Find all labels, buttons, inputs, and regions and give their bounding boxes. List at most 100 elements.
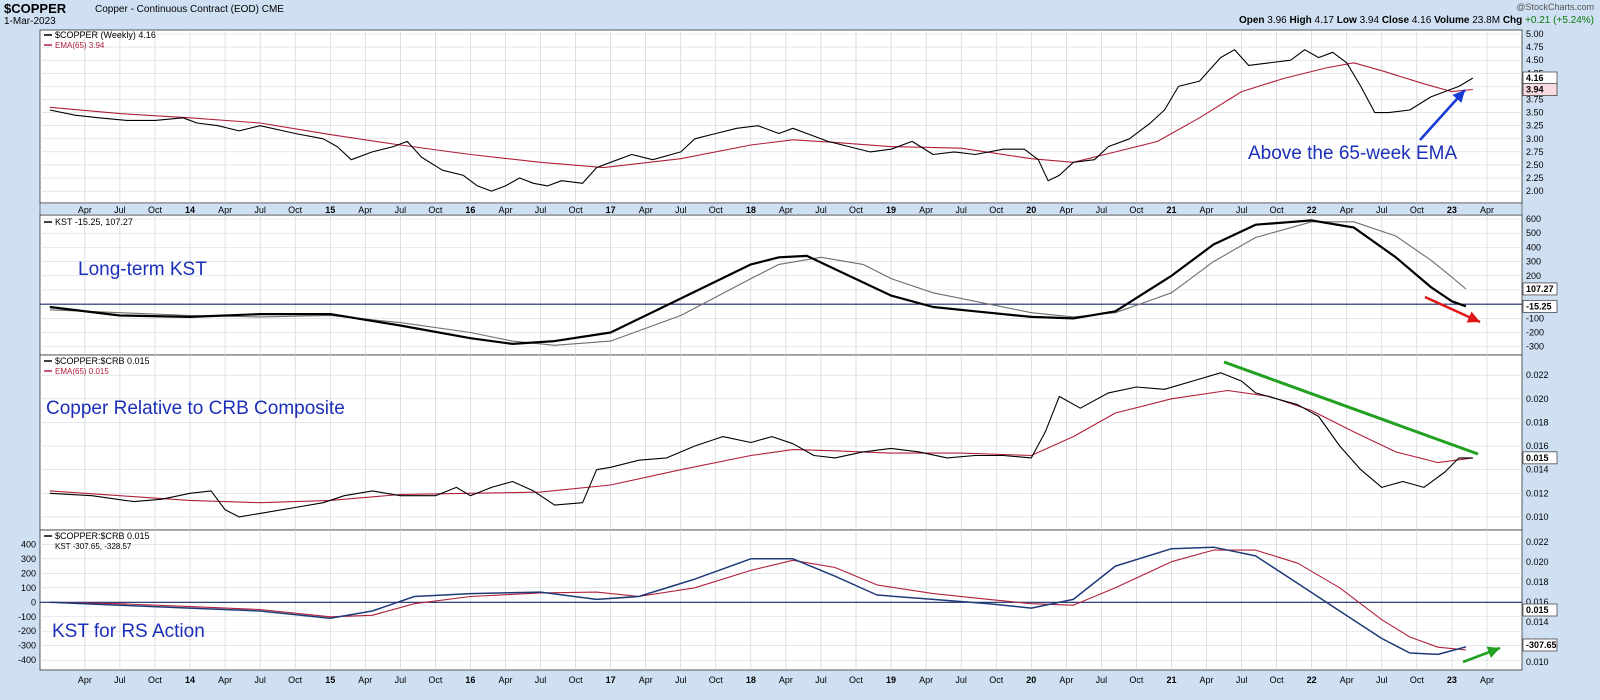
- y-tick-2-5: 0.012: [1526, 488, 1549, 498]
- x-tick-top-18: Oct: [709, 205, 724, 215]
- y-tick-2-1: 0.020: [1526, 394, 1549, 404]
- x-tick-top-28: Apr: [1059, 205, 1073, 215]
- x-tick-bottom-12: Apr: [498, 675, 512, 685]
- y-tick-left-3-7: -300: [18, 641, 36, 651]
- tag-rs-box: [1522, 451, 1558, 465]
- watermark: @StockCharts.com: [1516, 2, 1594, 12]
- x-tick-top-22: Oct: [849, 205, 864, 215]
- x-tick-bottom-25: Jul: [955, 675, 967, 685]
- y-tick-0-8: 3.00: [1526, 134, 1544, 144]
- x-tick-bottom-17: Jul: [675, 675, 687, 685]
- x-tick-bottom-3: 14: [185, 675, 195, 685]
- x-tick-top-16: Apr: [639, 205, 653, 215]
- legend-rs-ema: EMA(65) 0.015: [55, 367, 109, 376]
- tag-copper-ema-box: [1522, 83, 1558, 96]
- x-tick-top-21: Jul: [815, 205, 827, 215]
- x-tick-bottom-36: Apr: [1340, 675, 1354, 685]
- rs-kst-signal-line: [49, 549, 1466, 651]
- x-tick-bottom-11: 16: [465, 675, 475, 685]
- rs-line: [49, 372, 1473, 518]
- x-tick-top-10: Oct: [428, 205, 443, 215]
- x-tick-top-19: 18: [746, 205, 756, 215]
- x-tick-top-40: Apr: [1480, 205, 1494, 215]
- x-tick-bottom-27: 20: [1026, 675, 1036, 685]
- annotation-long-term-kst: Long-term KST: [78, 259, 207, 280]
- x-tick-top-4: Apr: [218, 205, 232, 215]
- tag-kst-box: [1522, 299, 1558, 313]
- x-tick-bottom-22: Oct: [849, 675, 864, 685]
- x-tick-bottom-23: 19: [886, 675, 896, 685]
- x-tick-bottom-8: Apr: [358, 675, 372, 685]
- x-tick-bottom-18: Oct: [709, 675, 724, 685]
- y-tick-left-3-5: -100: [18, 612, 36, 622]
- y-tick-1-8: -200: [1526, 328, 1544, 338]
- x-tick-bottom-9: Jul: [395, 675, 407, 685]
- arrow-red-head: [1466, 311, 1480, 323]
- x-tick-top-3: 14: [185, 205, 195, 215]
- y-tick-left-3-3: 100: [21, 583, 36, 593]
- ohlc-readout: Open 3.96 High 4.17 Low 3.94 Close 4.16 …: [1238, 15, 1594, 26]
- panel-2-plot: [39, 214, 1523, 356]
- x-tick-bottom-39: 23: [1447, 675, 1457, 685]
- x-tick-bottom-10: Oct: [428, 675, 443, 685]
- y-tick-left-3-8: -400: [18, 655, 36, 665]
- symbol-label: $COPPER: [4, 1, 67, 16]
- x-tick-bottom-5: Jul: [254, 675, 266, 685]
- legend-rs-panel4: $COPPER:$CRB 0.015: [55, 531, 150, 541]
- y-tick-0-12: 2.00: [1526, 186, 1544, 196]
- tag-kst: -15.25: [1526, 301, 1552, 311]
- annotation-above-ema: Above the 65-week EMA: [1248, 143, 1457, 164]
- y-tick-left-3-1: 300: [21, 554, 36, 564]
- y-tick-right-3-4: 0.014: [1526, 617, 1549, 627]
- copper-price-line: [49, 49, 1474, 192]
- y-tick-0-11: 2.25: [1526, 173, 1544, 183]
- x-tick-bottom-6: Oct: [288, 675, 303, 685]
- x-tick-bottom-40: Apr: [1480, 675, 1494, 685]
- tag-rs: 0.015: [1526, 453, 1549, 463]
- y-tick-2-0: 0.022: [1526, 370, 1549, 380]
- panel-3-plot: [39, 354, 1523, 531]
- x-tick-bottom-14: Oct: [569, 675, 584, 685]
- x-tick-top-25: Jul: [955, 205, 967, 215]
- x-axis-strip-top: [39, 202, 1523, 216]
- y-tick-2-2: 0.018: [1526, 417, 1549, 427]
- y-tick-0-7: 3.25: [1526, 121, 1544, 131]
- y-tick-1-1: 500: [1526, 228, 1541, 238]
- x-tick-top-26: Oct: [989, 205, 1004, 215]
- y-tick-right-3-0: 0.022: [1526, 537, 1549, 547]
- x-tick-bottom-15: 17: [606, 675, 616, 685]
- y-tick-right-3-6: 0.010: [1526, 657, 1549, 667]
- y-tick-right-3-1: 0.020: [1526, 557, 1549, 567]
- tag-kst-signal-box: [1522, 282, 1558, 296]
- y-tick-1-2: 400: [1526, 242, 1541, 252]
- x-tick-bottom-31: 21: [1166, 675, 1176, 685]
- x-tick-top-0: Apr: [78, 205, 92, 215]
- y-tick-right-3-2: 0.018: [1526, 577, 1549, 587]
- y-tick-0-6: 3.50: [1526, 108, 1544, 118]
- x-tick-bottom-34: Oct: [1270, 675, 1285, 685]
- x-tick-bottom-28: Apr: [1059, 675, 1073, 685]
- x-tick-top-13: Jul: [535, 205, 547, 215]
- x-tick-top-34: Oct: [1270, 205, 1285, 215]
- tag-copper-ema: 3.94: [1526, 85, 1544, 95]
- y-tick-1-9: -300: [1526, 342, 1544, 352]
- x-tick-top-8: Apr: [358, 205, 372, 215]
- copper-ema-line: [49, 62, 1473, 169]
- kst-line: [49, 219, 1467, 345]
- x-tick-top-7: 15: [325, 205, 335, 215]
- x-tick-bottom-2: Oct: [148, 675, 163, 685]
- x-tick-bottom-13: Jul: [535, 675, 547, 685]
- y-tick-left-3-2: 200: [21, 568, 36, 578]
- x-tick-bottom-0: Apr: [78, 675, 92, 685]
- x-tick-top-27: 20: [1026, 205, 1036, 215]
- x-tick-bottom-30: Oct: [1129, 675, 1144, 685]
- x-tick-top-20: Apr: [779, 205, 793, 215]
- x-tick-bottom-20: Apr: [779, 675, 793, 685]
- x-tick-top-17: Jul: [675, 205, 687, 215]
- x-tick-bottom-35: 22: [1307, 675, 1317, 685]
- x-tick-top-29: Jul: [1096, 205, 1108, 215]
- x-tick-bottom-26: Oct: [989, 675, 1004, 685]
- tag-rs-panel4: 0.015: [1526, 605, 1549, 615]
- x-tick-top-1: Jul: [114, 205, 126, 215]
